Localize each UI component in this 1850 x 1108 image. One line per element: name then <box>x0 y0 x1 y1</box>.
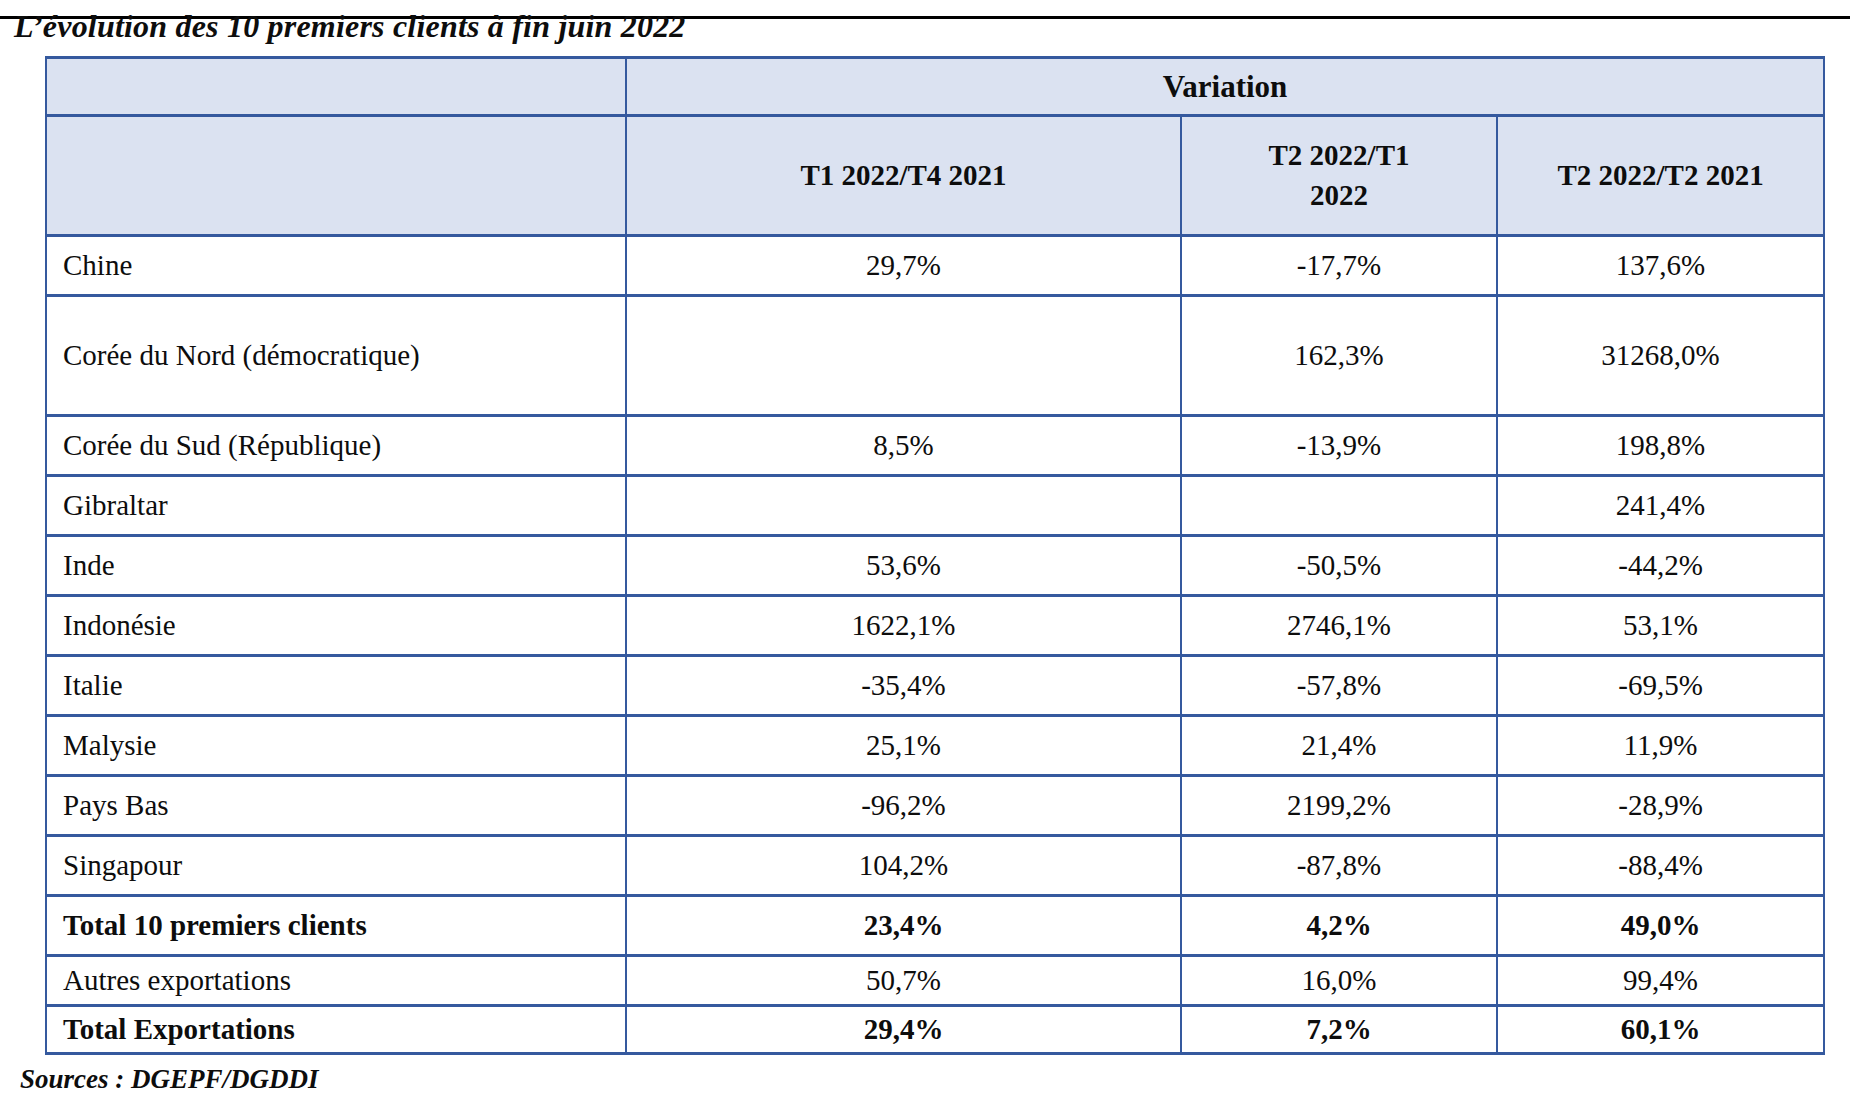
table-row: Corée du Nord (démocratique) 162,3%31268,… <box>46 296 1824 416</box>
value-t2-2022-t2-2021: 137,6% <box>1497 236 1824 296</box>
value-t2-2022-t1-2022: 16,0% <box>1181 956 1497 1006</box>
row-label-header-cell <box>46 116 626 236</box>
row-label: Indonésie <box>46 596 626 656</box>
row-label: Singapour <box>46 836 626 896</box>
value-t2-2022-t1-2022: 21,4% <box>1181 716 1497 776</box>
value-t2-2022-t2-2021: -69,5% <box>1497 656 1824 716</box>
value-t2-2022-t1-2022: -87,8% <box>1181 836 1497 896</box>
value-t1-2022-t4-2021: 53,6% <box>626 536 1181 596</box>
value-t1-2022-t4-2021: 104,2% <box>626 836 1181 896</box>
value-t2-2022-t1-2022: 7,2% <box>1181 1006 1497 1054</box>
table-row: Italie-35,4%-57,8%-69,5% <box>46 656 1824 716</box>
value-t2-2022-t2-2021: 241,4% <box>1497 476 1824 536</box>
col-header-t2-2022-t1-2022: T2 2022/T1 2022 <box>1181 116 1497 236</box>
value-t2-2022-t2-2021: -44,2% <box>1497 536 1824 596</box>
value-t1-2022-t4-2021: 1622,1% <box>626 596 1181 656</box>
table-row: Pays Bas-96,2%2199,2%-28,9% <box>46 776 1824 836</box>
row-label: Pays Bas <box>46 776 626 836</box>
row-label: Total Exportations <box>46 1006 626 1054</box>
row-label: Italie <box>46 656 626 716</box>
value-t2-2022-t1-2022: -13,9% <box>1181 416 1497 476</box>
col-header-label: T2 2022/T1 2022 <box>1237 136 1442 214</box>
value-t1-2022-t4-2021: -35,4% <box>626 656 1181 716</box>
value-t2-2022-t2-2021: 99,4% <box>1497 956 1824 1006</box>
table-row: Chine29,7%-17,7%137,6% <box>46 236 1824 296</box>
sources-note: Sources : DGEPF/DGDDI <box>20 1064 319 1095</box>
row-label: Malysie <box>46 716 626 776</box>
value-t2-2022-t1-2022: -17,7% <box>1181 236 1497 296</box>
value-t2-2022-t2-2021: 60,1% <box>1497 1006 1824 1054</box>
corner-cell <box>46 58 626 116</box>
clients-variation-table: Variation T1 2022/T4 2021 T2 2022/T1 202… <box>45 56 1825 1055</box>
table-body: Chine29,7%-17,7%137,6%Corée du Nord (dém… <box>46 236 1824 1054</box>
row-label: Total 10 premiers clients <box>46 896 626 956</box>
value-t2-2022-t1-2022: 162,3% <box>1181 296 1497 416</box>
row-label: Autres exportations <box>46 956 626 1006</box>
value-t2-2022-t1-2022: -57,8% <box>1181 656 1497 716</box>
value-t1-2022-t4-2021: 8,5% <box>626 416 1181 476</box>
value-t2-2022-t2-2021: 31268,0% <box>1497 296 1824 416</box>
value-t2-2022-t1-2022: 2199,2% <box>1181 776 1497 836</box>
value-t1-2022-t4-2021: 25,1% <box>626 716 1181 776</box>
table-row: Gibraltar 241,4% <box>46 476 1824 536</box>
value-t1-2022-t4-2021: 29,4% <box>626 1006 1181 1054</box>
table-row: Total Exportations29,4%7,2%60,1% <box>46 1006 1824 1054</box>
table-row: Singapour104,2%-87,8%-88,4% <box>46 836 1824 896</box>
value-t2-2022-t2-2021: 53,1% <box>1497 596 1824 656</box>
row-label: Gibraltar <box>46 476 626 536</box>
table-row: Inde53,6%-50,5%-44,2% <box>46 536 1824 596</box>
value-t2-2022-t1-2022: 4,2% <box>1181 896 1497 956</box>
value-t1-2022-t4-2021: 50,7% <box>626 956 1181 1006</box>
col-header-t1-2022-t4-2021: T1 2022/T4 2021 <box>626 116 1181 236</box>
value-t2-2022-t2-2021: 198,8% <box>1497 416 1824 476</box>
page: L’évolution des 10 premiers clients à fi… <box>0 0 1850 1108</box>
value-t1-2022-t4-2021: -96,2% <box>626 776 1181 836</box>
table-row: Autres exportations50,7%16,0%99,4% <box>46 956 1824 1006</box>
variation-group-header: Variation <box>626 58 1824 116</box>
row-label: Chine <box>46 236 626 296</box>
value-t1-2022-t4-2021 <box>626 296 1181 416</box>
row-label: Corée du Nord (démocratique) <box>46 296 626 416</box>
page-title: L’évolution des 10 premiers clients à fi… <box>14 8 686 45</box>
column-header-row: T1 2022/T4 2021 T2 2022/T1 2022 T2 2022/… <box>46 116 1824 236</box>
table-row: Malysie25,1%21,4%11,9% <box>46 716 1824 776</box>
value-t1-2022-t4-2021: 23,4% <box>626 896 1181 956</box>
value-t2-2022-t2-2021: -28,9% <box>1497 776 1824 836</box>
row-label: Corée du Sud (République) <box>46 416 626 476</box>
value-t2-2022-t1-2022: -50,5% <box>1181 536 1497 596</box>
col-header-label: T2 2022/T2 2021 <box>1557 159 1763 191</box>
value-t2-2022-t1-2022 <box>1181 476 1497 536</box>
row-label: Inde <box>46 536 626 596</box>
variation-header-row: Variation <box>46 58 1824 116</box>
value-t2-2022-t2-2021: 49,0% <box>1497 896 1824 956</box>
value-t1-2022-t4-2021: 29,7% <box>626 236 1181 296</box>
value-t1-2022-t4-2021 <box>626 476 1181 536</box>
col-header-label: T1 2022/T4 2021 <box>800 159 1006 191</box>
col-header-t2-2022-t2-2021: T2 2022/T2 2021 <box>1497 116 1824 236</box>
value-t2-2022-t1-2022: 2746,1% <box>1181 596 1497 656</box>
table-row: Corée du Sud (République)8,5%-13,9%198,8… <box>46 416 1824 476</box>
table-row: Indonésie1622,1%2746,1%53,1% <box>46 596 1824 656</box>
table-row: Total 10 premiers clients23,4%4,2%49,0% <box>46 896 1824 956</box>
value-t2-2022-t2-2021: 11,9% <box>1497 716 1824 776</box>
value-t2-2022-t2-2021: -88,4% <box>1497 836 1824 896</box>
